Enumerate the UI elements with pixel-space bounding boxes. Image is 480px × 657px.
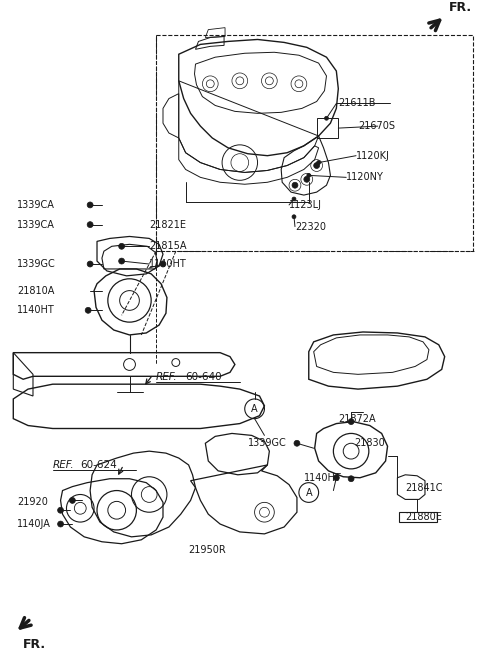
Circle shape [314,162,320,168]
Circle shape [58,521,63,527]
Text: 1339CA: 1339CA [17,200,55,210]
Text: 21821E: 21821E [149,219,186,230]
Circle shape [87,261,93,267]
Text: 1339GC: 1339GC [17,259,56,269]
Circle shape [307,173,311,177]
Circle shape [160,261,166,267]
Text: 1140HT: 1140HT [149,259,187,269]
Circle shape [348,419,354,424]
Circle shape [292,197,296,201]
Circle shape [294,440,300,446]
Text: 60-624: 60-624 [80,460,117,470]
Circle shape [334,475,339,481]
Text: REF.: REF. [53,460,74,470]
Text: 1120KJ: 1120KJ [356,150,390,161]
Text: 21670S: 21670S [358,121,395,131]
Text: A: A [305,487,312,497]
Text: 21920: 21920 [17,497,48,507]
Text: 22320: 22320 [295,221,326,232]
Circle shape [70,497,75,503]
Text: 1140HT: 1140HT [17,306,55,315]
Text: 1120NY: 1120NY [346,172,384,183]
Text: 1140HT: 1140HT [304,473,342,483]
Text: 1339CA: 1339CA [17,219,55,230]
Text: 1339GC: 1339GC [248,438,287,448]
Circle shape [317,160,321,164]
Text: A: A [251,404,258,414]
Circle shape [324,116,328,120]
Circle shape [119,258,125,264]
Text: FR.: FR. [449,1,472,14]
Text: REF.: REF. [156,373,178,382]
Circle shape [304,176,310,182]
Text: 1123LJ: 1123LJ [289,200,322,210]
Circle shape [87,202,93,208]
Text: 60-640: 60-640 [186,373,222,382]
Circle shape [292,215,296,219]
Text: 21810A: 21810A [17,286,55,296]
Text: 21880E: 21880E [405,512,442,522]
Circle shape [292,182,298,188]
Circle shape [58,507,63,513]
Text: 21872A: 21872A [338,414,376,424]
Text: 21841C: 21841C [405,483,443,493]
Text: 21950R: 21950R [189,545,227,555]
Circle shape [87,221,93,227]
Text: FR.: FR. [23,639,46,651]
Circle shape [85,307,91,313]
Text: 21611B: 21611B [338,99,376,108]
Bar [156,35,473,251]
Text: 21815A: 21815A [149,241,187,251]
Circle shape [119,243,125,249]
Text: 1140JA: 1140JA [17,519,51,529]
Circle shape [348,476,354,482]
Text: 21830: 21830 [354,438,385,448]
